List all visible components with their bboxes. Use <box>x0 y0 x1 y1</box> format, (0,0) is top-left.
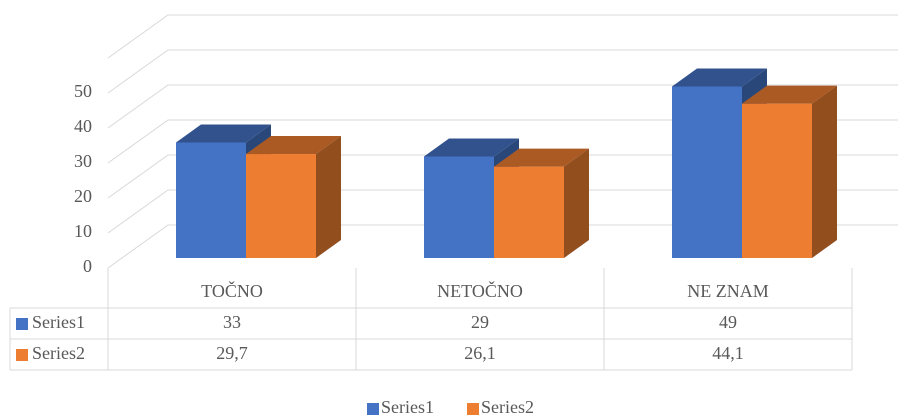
bar-top <box>424 138 519 157</box>
table-legend-key <box>16 349 28 361</box>
table-series-name: Series2 <box>32 343 85 363</box>
bar-top <box>494 148 589 167</box>
table-value: 29 <box>471 312 489 332</box>
bar-front <box>424 156 494 258</box>
bar-side <box>316 136 341 258</box>
grid-line <box>107 84 898 129</box>
bar-front <box>672 86 742 258</box>
y-tick-label: 20 <box>74 186 92 206</box>
bar-front <box>246 154 316 258</box>
grid-line <box>107 154 898 199</box>
legend-key <box>367 403 379 415</box>
y-tick-label: 0 <box>83 256 92 276</box>
bar-top <box>672 68 767 87</box>
table-legend-key <box>16 318 28 330</box>
table-value: 49 <box>719 312 737 332</box>
bar-side <box>564 148 589 258</box>
bar <box>742 85 837 259</box>
grid-line <box>107 119 898 164</box>
grid-line <box>107 189 898 234</box>
grid-line <box>107 14 898 59</box>
table-value: 29,7 <box>216 343 248 363</box>
table-value: 33 <box>223 312 241 332</box>
y-tick-label: 40 <box>74 116 92 136</box>
y-tick-label: 50 <box>74 81 92 101</box>
legend-label: Series2 <box>481 397 534 417</box>
table-value: 26,1 <box>464 343 496 363</box>
bar-front <box>494 166 564 258</box>
grid-line <box>107 49 898 94</box>
x-tick-label: TOČNO <box>201 280 263 301</box>
bar <box>246 136 341 258</box>
grid-line <box>107 224 898 269</box>
bar-front <box>742 103 812 259</box>
y-tick-label: 30 <box>74 151 92 171</box>
legend-key <box>467 403 479 415</box>
legend-label: Series1 <box>381 397 434 417</box>
bar-front <box>176 142 246 258</box>
data-table-frame <box>9 268 853 371</box>
table-series-name: Series1 <box>32 312 85 332</box>
bar <box>494 148 589 258</box>
x-tick-label: NETOČNO <box>437 280 523 301</box>
bar-top <box>176 124 271 143</box>
table-value: 44,1 <box>712 343 744 363</box>
bar-top <box>246 136 341 155</box>
y-tick-label: 10 <box>74 221 92 241</box>
bar-top <box>742 85 837 104</box>
x-tick-label: NE ZNAM <box>687 281 769 301</box>
bar-side <box>812 85 837 259</box>
